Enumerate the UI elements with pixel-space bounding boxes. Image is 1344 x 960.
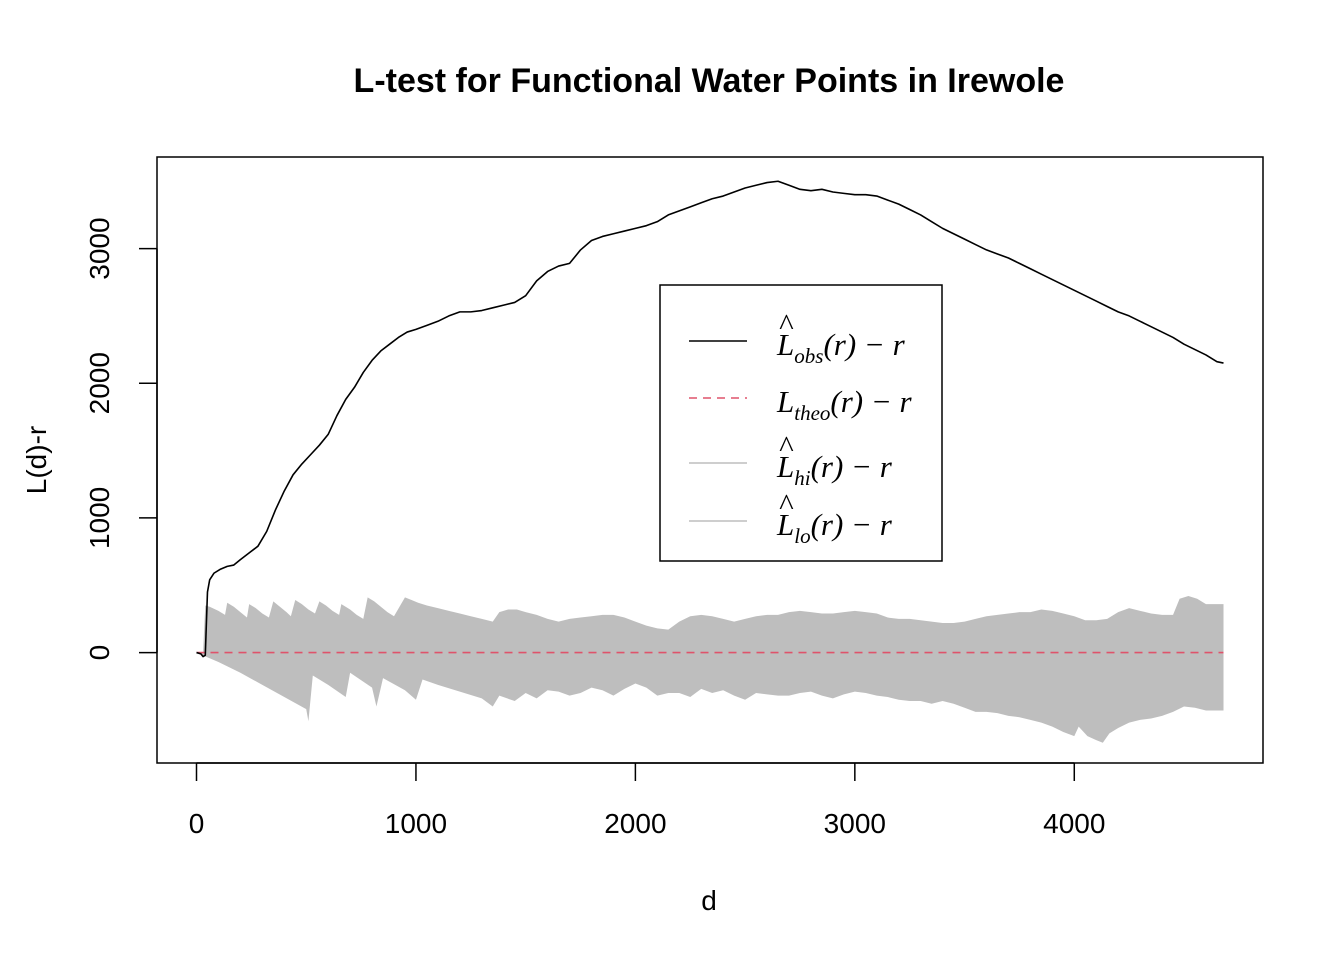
series-line-obs [196, 180, 1224, 658]
y-tick-label: 2000 [84, 352, 115, 414]
y-tick-label: 1000 [84, 487, 115, 549]
x-axis: 0 1000 2000 3000 4000 [189, 762, 1105, 839]
x-tick-label: 0 [189, 808, 205, 839]
legend-box [659, 284, 943, 562]
legend-hat-hi: ^ [778, 429, 793, 464]
plot-area [196, 180, 1224, 743]
envelope-band [196, 596, 1224, 743]
y-axis-label: L(d)-r [21, 426, 52, 494]
legend-label-hi: Lhi(r) − r [776, 449, 893, 490]
legend-label-theo: Ltheo(r) − r [776, 384, 913, 425]
x-tick-label: 1000 [385, 808, 447, 839]
x-tick-label: 4000 [1043, 808, 1105, 839]
y-tick-label: 3000 [84, 217, 115, 279]
x-tick-label: 2000 [604, 808, 666, 839]
legend-label-lo: Llo(r) − r [776, 507, 893, 548]
legend-hat-obs: ^ [778, 307, 793, 342]
legend-label-obs: Lobs(r) − r [776, 327, 906, 368]
x-axis-label: d [701, 885, 717, 916]
y-axis: 0 1000 2000 3000 [84, 217, 158, 661]
x-tick-label: 3000 [824, 808, 886, 839]
y-tick-label: 0 [84, 645, 115, 661]
legend-hat-lo: ^ [778, 487, 793, 522]
chart-title: L-test for Functional Water Points in Ir… [354, 62, 1065, 100]
